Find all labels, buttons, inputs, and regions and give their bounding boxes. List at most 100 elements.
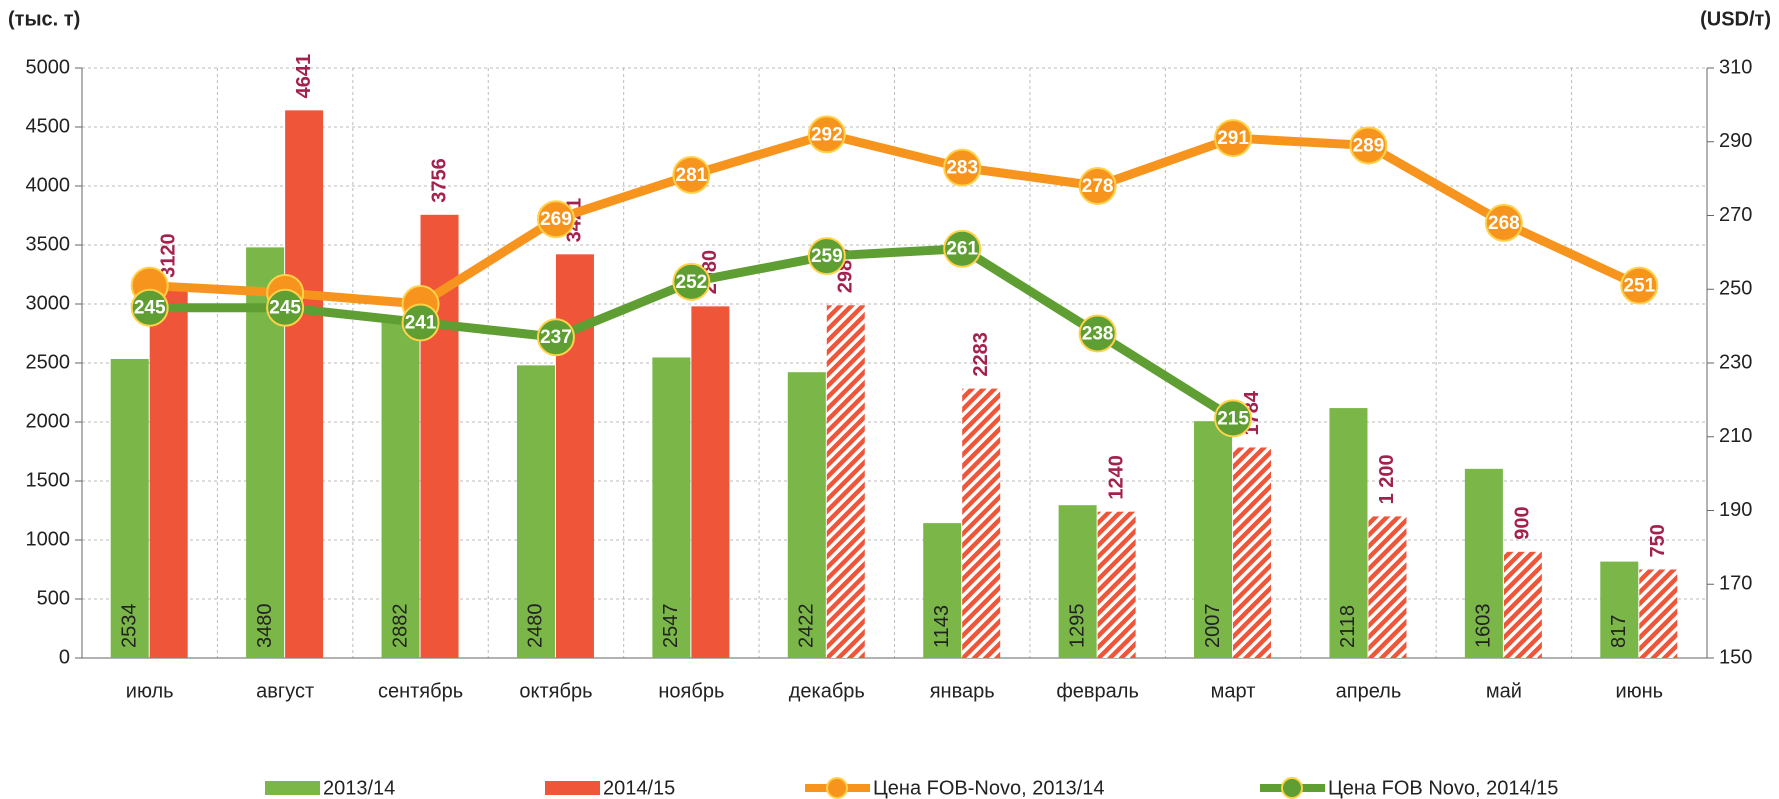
bar (826, 305, 865, 658)
bar (1600, 561, 1639, 658)
legend-swatch-point (1281, 777, 1303, 799)
legend-label: 2014/15 (603, 777, 675, 799)
point-value-label: 245 (269, 298, 301, 319)
bar-value-label: 2882 (389, 604, 411, 649)
point-value-label: 278 (1082, 176, 1114, 197)
bar (381, 317, 420, 658)
bar (555, 254, 594, 658)
legend-item: 2013/14 (265, 777, 395, 799)
bar (1368, 516, 1407, 658)
bar (787, 372, 826, 658)
y-tick-label: 4000 (26, 174, 71, 196)
line-point (1620, 266, 1659, 305)
point-value-label: 283 (946, 158, 978, 179)
bar (1503, 551, 1542, 658)
point-value-label: 269 (540, 209, 572, 230)
point-value-label: 281 (676, 165, 708, 186)
bar-value-label: 3120 (157, 233, 179, 278)
point-value-label: 289 (1353, 135, 1385, 156)
bar-value-label: 2422 (796, 604, 818, 649)
bar-value-label: 1 200 (1376, 454, 1398, 504)
x-tick-label: февраль (1056, 680, 1139, 702)
y2-tick-label: 270 (1719, 204, 1752, 226)
bar-value-label: 3480 (254, 604, 276, 649)
line-point (1484, 203, 1523, 242)
point-value-label: 215 (1217, 408, 1249, 429)
y2-tick-label: 230 (1719, 351, 1752, 373)
line-point (266, 288, 305, 327)
legend-item: Цена FOB-Novo, 2013/14 (805, 777, 1105, 799)
bar (1329, 408, 1368, 658)
y2-tick-label: 290 (1719, 130, 1752, 152)
bar (1058, 505, 1097, 658)
bar (1464, 468, 1503, 658)
line-point (672, 262, 711, 301)
line-point (1214, 399, 1253, 438)
bar (1097, 511, 1136, 658)
legend-label: Цена FOB Novo, 2014/15 (1328, 777, 1558, 799)
point-value-label: 251 (1623, 276, 1655, 297)
x-tick-label: август (256, 680, 314, 702)
line-point (672, 155, 711, 194)
y-tick-label: 1500 (26, 469, 71, 491)
x-tick-label: июнь (1615, 680, 1663, 702)
bar-value-label: 4641 (293, 54, 315, 99)
y-tick-label: 0 (59, 646, 70, 668)
y2-axis-title: (USD/т) (1700, 8, 1771, 30)
line-point (943, 148, 982, 187)
y-tick-label: 4500 (26, 115, 71, 137)
bar (652, 357, 691, 658)
y-tick-label: 3500 (26, 233, 71, 255)
bar-value-label: 1295 (1066, 604, 1088, 649)
point-value-label: 291 (1217, 128, 1249, 149)
point-value-label: 238 (1082, 324, 1114, 345)
bar (1233, 447, 1272, 658)
legend-swatch (265, 781, 320, 795)
legend-label: 2013/14 (323, 777, 395, 799)
bar (1639, 569, 1678, 658)
legend-swatch (545, 781, 600, 795)
line-point (401, 303, 440, 342)
bar-value-label: 900 (1512, 506, 1534, 539)
bar-value-label: 2480 (525, 604, 547, 649)
line (149, 129, 1642, 309)
line-point (1349, 126, 1388, 165)
line-point (1214, 119, 1253, 158)
bar-value-label: 1603 (1473, 604, 1495, 649)
bar (1194, 421, 1233, 658)
legend-label: Цена FOB-Novo, 2013/14 (873, 777, 1105, 799)
bar-value-label: 750 (1647, 524, 1669, 557)
bar (149, 289, 188, 658)
x-tick-label: март (1211, 680, 1256, 702)
legend-item: 2014/15 (545, 777, 675, 799)
line-point (807, 237, 846, 276)
line-point (536, 200, 575, 239)
x-tick-label: декабрь (789, 680, 865, 702)
bar (285, 110, 324, 658)
y2-tick-label: 150 (1719, 646, 1752, 668)
line-point (536, 318, 575, 357)
point-value-label: 268 (1488, 213, 1520, 234)
bar (962, 388, 1001, 658)
x-tick-label: май (1486, 680, 1522, 702)
point-value-label: 245 (134, 298, 166, 319)
y2-tick-label: 170 (1719, 573, 1752, 595)
bar-value-label: 817 (1608, 615, 1630, 648)
bar (923, 523, 962, 658)
line-point (130, 288, 169, 327)
x-tick-label: октябрь (519, 680, 592, 702)
bar-value-label: 2283 (970, 332, 992, 377)
point-value-label: 237 (540, 327, 572, 348)
bar-value-label: 2118 (1337, 605, 1359, 648)
y2-tick-label: 190 (1719, 499, 1752, 521)
y-tick-label: 2500 (26, 351, 71, 373)
bar-value-label: 2547 (660, 604, 682, 649)
point-value-label: 259 (811, 246, 843, 267)
bar (110, 358, 149, 658)
legend-swatch-point (826, 777, 848, 799)
y-tick-label: 2000 (26, 410, 71, 432)
x-tick-label: апрель (1336, 680, 1402, 702)
bar-value-label: 1143 (931, 605, 953, 648)
bar-value-label: 3756 (428, 158, 450, 203)
